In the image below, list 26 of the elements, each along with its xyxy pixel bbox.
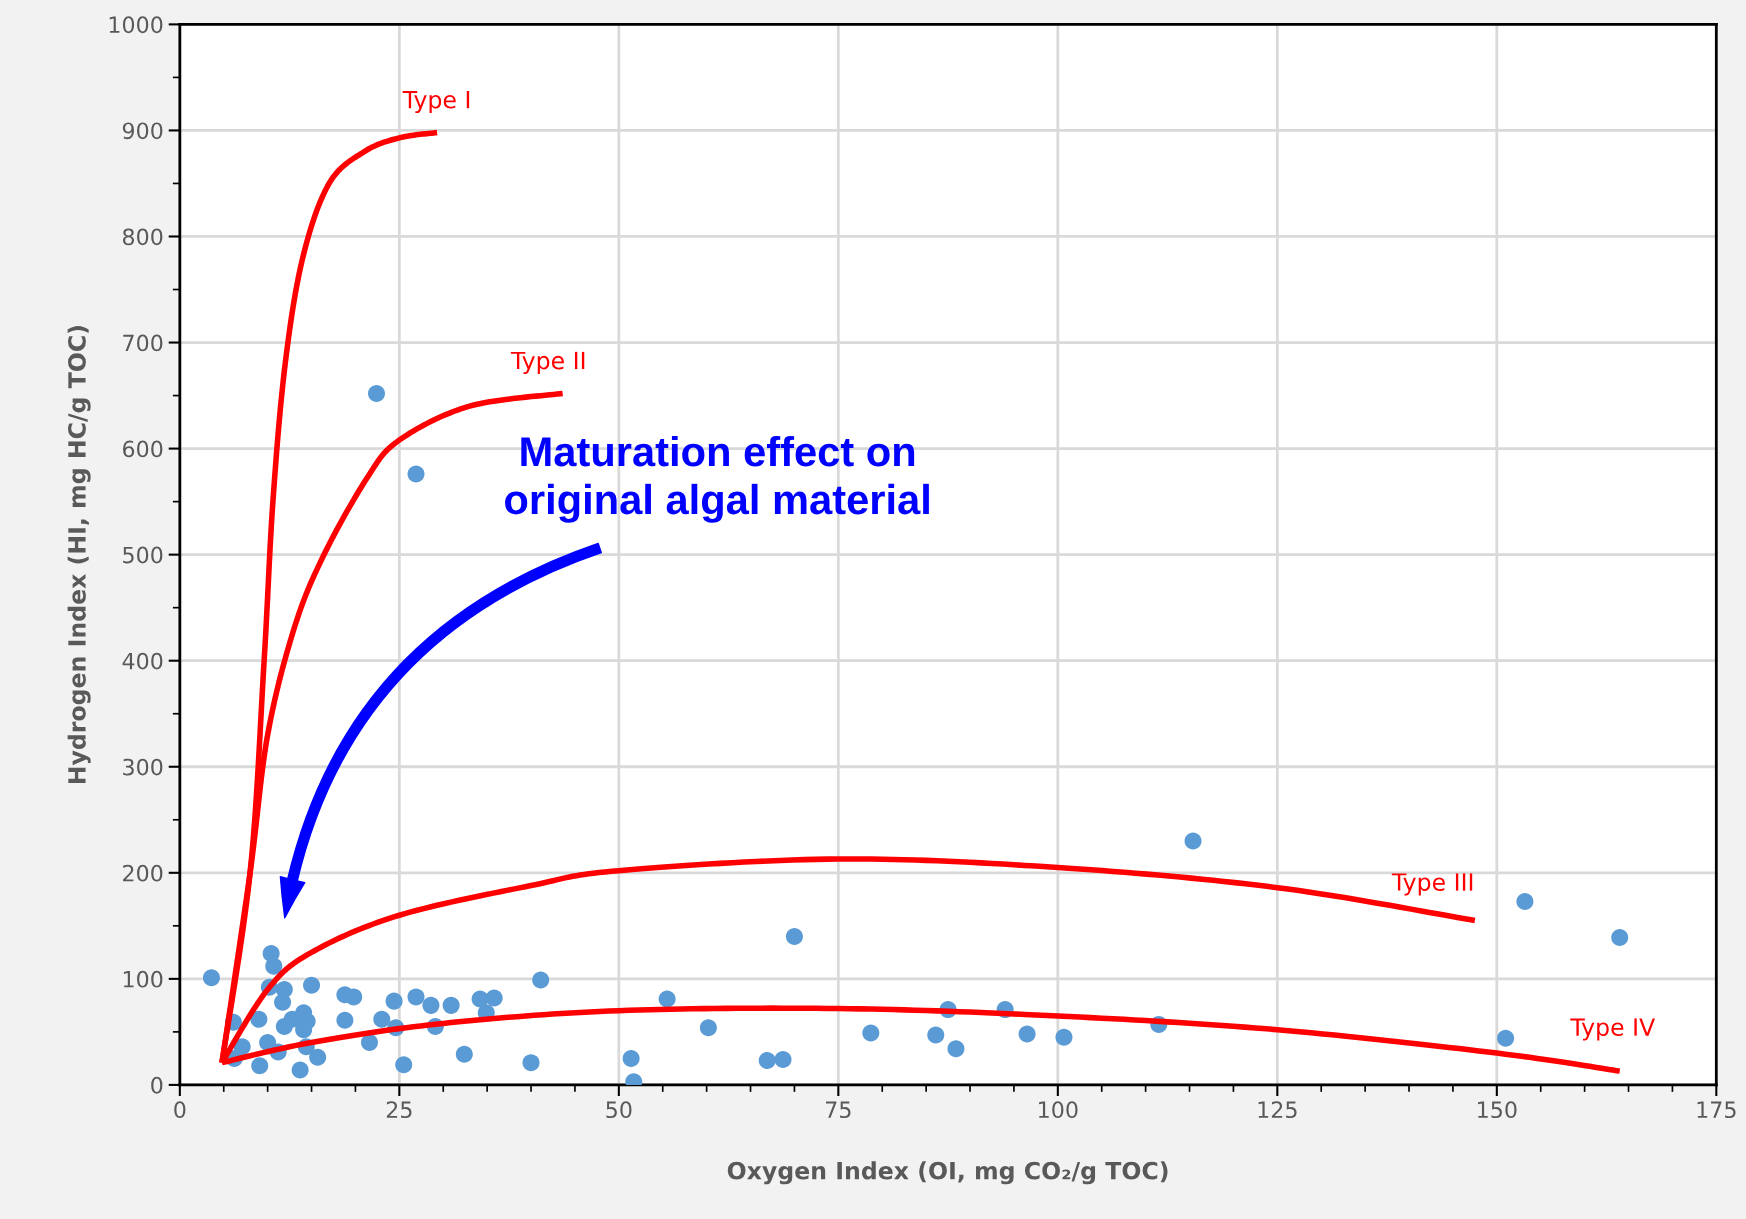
y-tick-label: 300 xyxy=(123,758,163,776)
x-tick-label: 0 xyxy=(174,1101,186,1119)
y-tick-label: 100 xyxy=(123,970,163,988)
x-axis-title: Oxygen Index (OI, mg CO₂/g TOC) xyxy=(727,1161,1168,1185)
y-tick-label: 900 xyxy=(122,122,163,140)
y-tick-label: 800 xyxy=(122,228,163,246)
x-tick-label: 150 xyxy=(1478,1101,1517,1119)
y-tick-label: 600 xyxy=(123,440,163,458)
series-label: Type II xyxy=(510,351,585,374)
series-label: Type I xyxy=(402,90,470,114)
y-tick-label: 0 xyxy=(151,1076,163,1094)
x-tick-label: 175 xyxy=(1697,1101,1736,1119)
series-label: Type IV xyxy=(1570,1018,1656,1041)
y-axis-title: Hydrogen Index (HI, mg HC/g TOC) xyxy=(67,326,91,784)
annotation: Maturation effect on original algal material xyxy=(505,435,929,523)
x-tick-label: 50 xyxy=(606,1101,632,1119)
x-tick-label: 100 xyxy=(1039,1101,1078,1119)
x-tick-label: 25 xyxy=(386,1101,412,1119)
y-tick-label: 500 xyxy=(123,546,163,564)
y-tick-label: 1000 xyxy=(109,16,163,34)
y-tick-label: 400 xyxy=(122,652,163,670)
y-tick-label: 700 xyxy=(123,334,163,352)
x-tick-label: 75 xyxy=(826,1101,851,1119)
y-tick-label: 200 xyxy=(123,864,163,882)
x-tick-label: 125 xyxy=(1258,1101,1297,1119)
series-label: Type III xyxy=(1391,873,1473,896)
